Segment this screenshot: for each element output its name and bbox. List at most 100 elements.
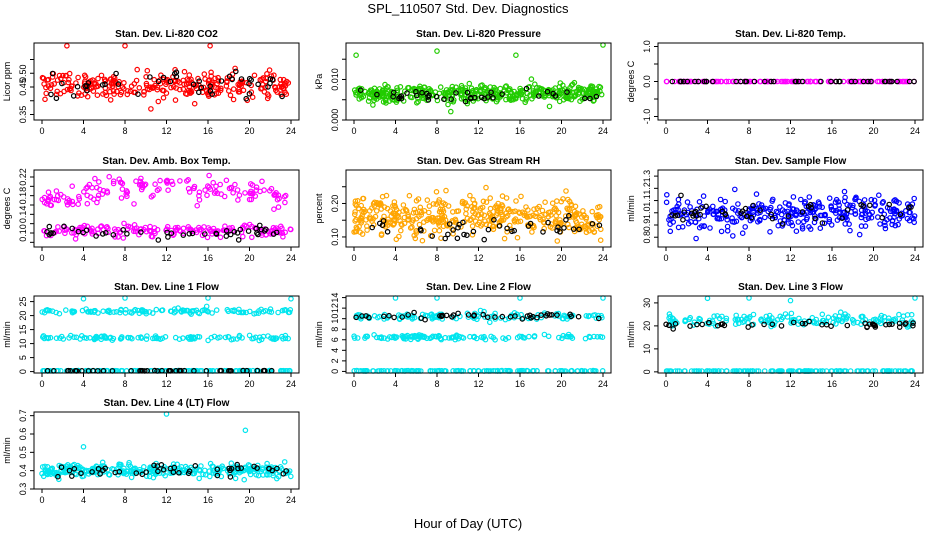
data-point (377, 201, 383, 207)
data-point (839, 215, 845, 222)
data-point (528, 76, 535, 82)
data-point (463, 210, 469, 217)
x-tick-label: 12 (473, 379, 483, 389)
y-tick-label: 0.6 (18, 428, 28, 441)
data-point (270, 231, 277, 237)
data-point (236, 86, 242, 93)
x-tick-label: 20 (868, 379, 878, 389)
data-point (790, 194, 797, 200)
x-axis-caption: Hour of Day (UTC) (413, 516, 523, 531)
data-point (390, 203, 396, 209)
data-point (79, 473, 86, 480)
data-point (833, 78, 840, 85)
data-point (72, 464, 79, 471)
data-point (718, 228, 725, 235)
data-point (246, 91, 253, 97)
x-tick-label: 0 (351, 379, 356, 389)
data-point (186, 468, 193, 475)
data-point (374, 201, 381, 207)
data-point (246, 75, 253, 82)
data-point (206, 172, 212, 179)
y-tick-label: 0.3 (18, 483, 28, 496)
data-point (731, 186, 738, 193)
data-point (530, 313, 536, 320)
panel-4: Stan. Dev. Amb. Box Temp. degrees C 0 4 8 12 1… (2, 156, 300, 263)
data-point (848, 78, 855, 85)
data-point (115, 81, 122, 87)
data-point (383, 85, 389, 92)
data-point (169, 181, 176, 188)
data-point (205, 337, 211, 344)
data-point (110, 232, 117, 238)
x-tick-label: 24 (598, 126, 608, 136)
x-tick-label: 0 (39, 126, 44, 136)
data-point (205, 308, 212, 315)
data-point (446, 335, 452, 341)
data-point (148, 106, 154, 112)
panel-1: Stan. Dev. Li-820 CO2 Licor ppm 0 4 8 12 16 20 2… (2, 29, 300, 136)
data-point (554, 312, 560, 318)
data-point (690, 213, 696, 219)
data-point (795, 219, 802, 225)
data-point (236, 306, 242, 313)
data-point (261, 228, 268, 234)
x-tick-label: 20 (244, 495, 254, 505)
data-point (229, 76, 236, 83)
data-point (240, 233, 246, 240)
data-point (445, 101, 451, 108)
data-point (519, 316, 526, 322)
data-point (79, 307, 86, 314)
y-tick-label: 0 (330, 369, 340, 374)
data-point (498, 217, 504, 224)
data-point (844, 322, 851, 329)
data-point (489, 223, 496, 230)
data-point (467, 95, 474, 102)
data-point (599, 314, 605, 321)
data-point (53, 188, 60, 194)
x-tick-label: 12 (161, 495, 171, 505)
data-point (118, 335, 125, 342)
data-point (541, 94, 548, 100)
data-point (42, 463, 48, 470)
data-point (672, 320, 679, 327)
data-point (89, 469, 95, 475)
x-tick-label: 8 (122, 495, 127, 505)
data-point (196, 197, 203, 203)
data-point (464, 89, 471, 96)
data-point (152, 333, 159, 339)
data-point (842, 311, 849, 317)
series-magenta (39, 172, 294, 242)
data-point (396, 233, 402, 240)
outlier-point (513, 52, 519, 59)
data-point (518, 193, 524, 200)
y-tick-label: 1.3 (642, 170, 652, 183)
data-point (756, 201, 762, 207)
data-point (695, 78, 702, 85)
data-point (163, 90, 170, 96)
data-point (202, 187, 208, 193)
data-point (806, 194, 813, 200)
data-point (132, 226, 138, 232)
data-point (121, 220, 127, 227)
data-point (890, 208, 897, 215)
data-point (280, 234, 286, 240)
data-point (411, 206, 418, 213)
y-tick-label: 5 (18, 355, 28, 360)
data-point (399, 314, 406, 320)
data-point (828, 206, 835, 213)
data-point (778, 323, 785, 329)
data-point (225, 308, 232, 315)
data-point (718, 215, 725, 222)
data-point (168, 84, 174, 91)
data-point (271, 84, 278, 90)
data-point (887, 208, 894, 215)
data-point (156, 186, 162, 192)
data-point (828, 78, 834, 85)
data-point (823, 321, 830, 328)
data-point (499, 202, 505, 208)
data-point (587, 95, 593, 102)
data-point (575, 84, 582, 91)
data-point (586, 228, 593, 234)
x-tick-label: 0 (663, 126, 668, 136)
data-point (124, 193, 130, 200)
